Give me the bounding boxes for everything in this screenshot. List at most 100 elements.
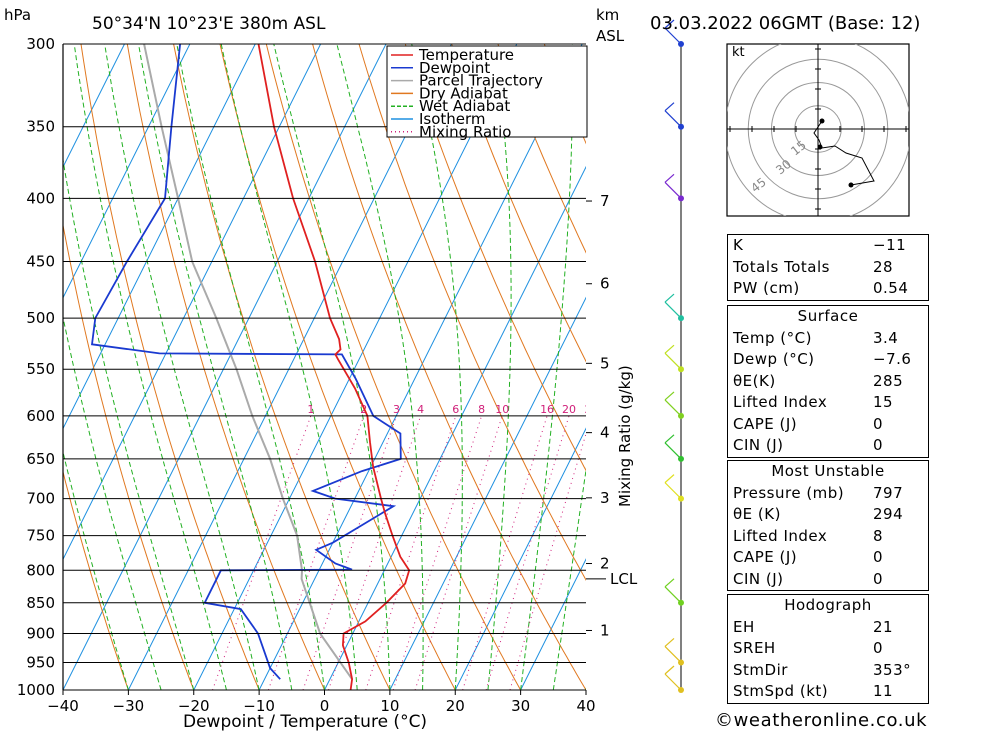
row-value: −7.6 bbox=[873, 350, 912, 368]
mixing-ratio-label: 1 bbox=[307, 403, 314, 416]
legend-entry: Dewpoint bbox=[419, 59, 490, 77]
wind-barb-flag bbox=[664, 102, 675, 112]
pressure-tick-label: 300 bbox=[26, 35, 55, 53]
x-tick-label: 0 bbox=[320, 697, 330, 715]
wet-adiabat-line bbox=[63, 450, 129, 690]
pressure-tick-label: 550 bbox=[26, 360, 55, 378]
surface-row: Temp (°C) 3.4 bbox=[728, 328, 928, 350]
km-label: 3 bbox=[600, 489, 610, 507]
surface-row: Dewp (°C) −7.6 bbox=[728, 349, 928, 371]
wind-barb-flag bbox=[664, 173, 675, 183]
dry-adiabat-line bbox=[126, 44, 325, 690]
wind-barb bbox=[664, 482, 682, 500]
row-label: StmDir bbox=[733, 660, 788, 679]
pressure-tick-label: 950 bbox=[26, 653, 55, 671]
dry-adiabat-line bbox=[451, 44, 586, 363]
row-label: Lifted Index bbox=[733, 526, 828, 545]
row-value: 0 bbox=[873, 548, 884, 566]
row-label: CIN (J) bbox=[733, 569, 784, 588]
row-value: 294 bbox=[873, 505, 904, 523]
surface-row: CIN (J) 0 bbox=[728, 435, 928, 457]
surface-row: θE(K) 285 bbox=[728, 371, 928, 393]
wet-adiabat-line bbox=[104, 44, 260, 690]
wind-barb-flag bbox=[664, 293, 675, 303]
row-value: 8 bbox=[873, 526, 884, 545]
dewpoint-line bbox=[90, 44, 402, 680]
hodograph-end-dot bbox=[848, 182, 854, 188]
pressure-tick-label: 800 bbox=[26, 561, 55, 579]
legend-entry: Dry Adiabat bbox=[419, 84, 508, 102]
pressure-tick-label: 850 bbox=[26, 594, 55, 612]
row-label: Temp (°C) bbox=[733, 328, 812, 347]
km-label: 4 bbox=[600, 424, 610, 442]
index-label: K bbox=[733, 236, 744, 254]
unstable-row: Pressure (mb) 797 bbox=[728, 483, 928, 505]
hodograph-trace bbox=[813, 120, 875, 186]
date-title: 03.03.2022 06GMT (Base: 12) bbox=[650, 13, 920, 34]
row-value: 11 bbox=[873, 682, 894, 700]
x-tick-label: 40 bbox=[576, 697, 595, 715]
row-value: 0 bbox=[873, 639, 884, 657]
pressure-tick-label: 500 bbox=[26, 309, 55, 327]
wet-adiabat-line bbox=[138, 44, 293, 690]
wet-adiabat-line bbox=[73, 44, 227, 690]
row-label: CAPE (J) bbox=[733, 414, 798, 433]
unstable-row: Lifted Index 8 bbox=[728, 526, 928, 548]
legend-box bbox=[386, 45, 588, 138]
temperature-line bbox=[257, 44, 411, 690]
index-value: 28 bbox=[873, 257, 894, 276]
unstable-row: CAPE (J) 0 bbox=[728, 547, 928, 569]
isotherm-line bbox=[63, 44, 322, 561]
isotherm-line bbox=[389, 296, 586, 690]
wind-barb bbox=[664, 399, 682, 417]
mixing-ratio-line bbox=[302, 415, 397, 690]
index-label: PW (cm) bbox=[733, 279, 800, 297]
mixing-ratio-line bbox=[212, 415, 312, 690]
wet-adiabat-line bbox=[411, 44, 463, 690]
mixing-ratio-label: 3 bbox=[393, 403, 400, 416]
dry-adiabat-line bbox=[173, 44, 391, 690]
storm-motion-dot bbox=[817, 144, 823, 150]
mixing-ratio-label: 4 bbox=[417, 403, 424, 416]
unstable-row: CIN (J) 0 bbox=[728, 569, 928, 591]
row-value: 0 bbox=[873, 414, 884, 433]
mixing-ratio-axis-label: Mixing Ratio (g/kg) bbox=[616, 365, 634, 507]
indices-table: K −11 Totals Totals 28 PW (cm) 0.54 bbox=[727, 234, 929, 301]
wet-adiabat-line bbox=[487, 44, 512, 690]
hodograph-row: StmSpd (kt) 11 bbox=[728, 681, 928, 703]
row-label: Pressure (mb) bbox=[733, 483, 845, 502]
surface-row: Lifted Index 15 bbox=[728, 392, 928, 414]
pressure-tick-label: 750 bbox=[26, 527, 55, 545]
mixing-ratio-label: 20 bbox=[562, 403, 576, 416]
surface-row: CAPE (J) 0 bbox=[728, 414, 928, 436]
x-tick-label: −20 bbox=[178, 697, 210, 715]
isotherm-line bbox=[63, 44, 191, 299]
index-label: Totals Totals bbox=[733, 257, 830, 276]
row-label: CAPE (J) bbox=[733, 548, 798, 566]
hodograph-table: Hodograph EH 21 SREH 0 StmDir 353° StmSpd (… bbox=[727, 594, 929, 704]
row-label: CIN (J) bbox=[733, 436, 784, 454]
lcl-label: LCL bbox=[610, 570, 638, 588]
row-value: 15 bbox=[873, 393, 894, 411]
row-label: θE(K) bbox=[733, 371, 776, 390]
dry-adiabat-line bbox=[404, 44, 586, 472]
wind-barb bbox=[664, 442, 682, 460]
index-value: −11 bbox=[873, 236, 907, 254]
wet-adiabat-line bbox=[520, 44, 574, 690]
hodo-unit-label: kt bbox=[732, 45, 745, 60]
isotherm-line bbox=[193, 44, 518, 690]
hodograph-row: SREH 0 bbox=[728, 638, 928, 660]
dry-adiabat-line bbox=[63, 470, 129, 690]
isotherm-line bbox=[324, 165, 586, 690]
dry-adiabat-line bbox=[265, 44, 522, 690]
x-tick-label: 10 bbox=[380, 697, 399, 715]
mixing-ratio-label: 8 bbox=[478, 403, 485, 416]
index-row: K −11 bbox=[728, 235, 928, 257]
wind-barb-flag bbox=[664, 19, 675, 29]
hodograph-title: Hodograph bbox=[784, 596, 872, 614]
row-label: Lifted Index bbox=[733, 393, 828, 411]
pressure-tick-label: 900 bbox=[26, 624, 55, 642]
copyright-link[interactable]: ©weatheronline.co.uk bbox=[715, 710, 928, 731]
